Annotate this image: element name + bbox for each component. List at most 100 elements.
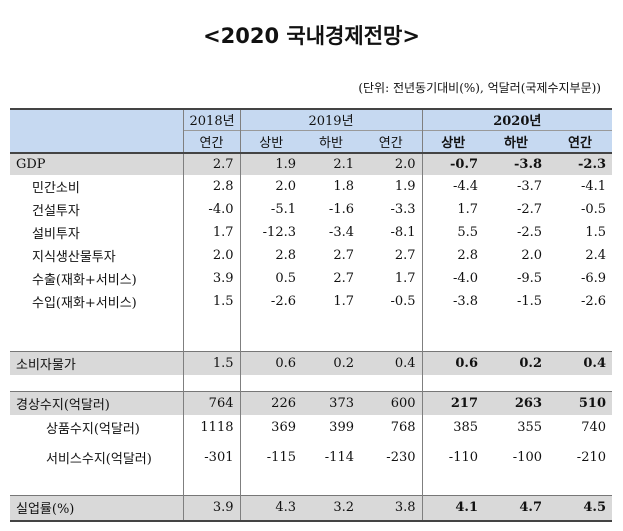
cell: 2.7: [333, 271, 354, 286]
table-row-goods-balance: 상품수지(억달러) 1118 369 399 768 385 355 740: [10, 415, 612, 439]
row-label: 실업률(%): [16, 502, 75, 518]
table-row-current-account: 경상수지(억달러) 764 226 373 600 217 263 510: [10, 391, 613, 415]
cell: -4.0: [421, 267, 485, 290]
row-label: 수입(재화+서비스): [32, 296, 137, 311]
cell: -3.8: [514, 157, 543, 172]
header-col-4: 연간: [360, 129, 423, 153]
header-year-row: 2018년 2019년 2020년: [10, 109, 613, 153]
cell: -4.0: [182, 198, 240, 221]
cell: 0.4: [583, 355, 607, 371]
cell: -8.1: [390, 225, 416, 240]
cell: -6.9: [580, 271, 607, 286]
unit-note: (단위: 전년동기대비(%), 억달러(국제수지부문)): [358, 81, 601, 95]
cell: -2.5: [516, 225, 543, 240]
table-row-gdp: GDP 2.7 1.9 2.1 2.0 -0.7 -3.8 -2.3: [10, 153, 613, 175]
header-col-2: 상반: [239, 129, 302, 153]
header-col-3: 하반: [302, 129, 360, 153]
cell: 2.0: [239, 175, 302, 198]
row-label: 상품수지(억달러): [46, 421, 140, 437]
cell: 373: [329, 395, 354, 411]
cell: 1.5: [585, 225, 607, 240]
cell: 2.7: [333, 248, 354, 263]
cell: 226: [239, 391, 302, 415]
row-label: 수출(재화+서비스): [32, 273, 137, 288]
cell: -0.5: [390, 294, 416, 309]
header-2019: 2019년: [239, 109, 423, 130]
cell: 4.3: [239, 495, 302, 521]
cell: 764: [182, 391, 240, 415]
cell: -0.5: [580, 202, 607, 217]
cell: 1.7: [182, 221, 240, 244]
header-2018: 2018년: [182, 109, 240, 130]
cell: 1118: [182, 415, 240, 439]
cell: -9.5: [516, 271, 543, 286]
cell: 600: [390, 395, 416, 411]
row-label: 건설투자: [32, 204, 80, 219]
cell: -1.6: [328, 202, 354, 217]
cell: 1.7: [394, 271, 416, 286]
cell: -3.8: [421, 290, 485, 313]
cell: 399: [329, 419, 354, 435]
cell: 5.5: [421, 221, 485, 244]
header-col-5: 상반: [421, 129, 485, 153]
cell: 1.9: [239, 153, 302, 175]
cell: 385: [421, 415, 485, 439]
cell: -3.7: [516, 179, 543, 194]
cell: 355: [517, 419, 543, 435]
cell: 1.9: [394, 179, 416, 194]
spacer-row: [10, 313, 612, 351]
cell: 1.5: [182, 351, 240, 375]
cell: -2.6: [239, 290, 302, 313]
table-row-equipment: 설비투자 1.7 -12.3 -3.4 -8.1 5.5 -2.5 1.5: [10, 221, 612, 244]
cell: -230: [386, 449, 416, 465]
cell: -3.4: [328, 225, 354, 240]
cell: 217: [421, 391, 485, 415]
table-row-private-consumption: 민간소비 2.8 2.0 1.8 1.9 -4.4 -3.7 -4.1: [10, 175, 612, 198]
cell: -210: [576, 449, 607, 465]
cell: 4.1: [421, 495, 485, 521]
row-label: 경상수지(억달러): [16, 397, 110, 413]
cell: 3.2: [333, 500, 354, 516]
cell: 4.7: [519, 500, 543, 516]
cell: 2.0: [394, 157, 416, 172]
cell: 0.6: [421, 351, 485, 375]
cell: 263: [514, 395, 543, 411]
table-row-exports: 수출(재화+서비스) 3.9 0.5 2.7 1.7 -4.0 -9.5 -6.…: [10, 267, 612, 290]
cell: 0.2: [519, 355, 543, 371]
cell: -5.1: [239, 198, 302, 221]
economic-outlook-table: 2018년 2019년 2020년 연간 상반 하반 연간 상반 하반 연간 G…: [10, 108, 613, 522]
cell: -2.6: [580, 294, 607, 309]
table-row-ip-products: 지식생산물투자 2.0 2.8 2.7 2.7 2.8 2.0 2.4: [10, 244, 612, 267]
cell: 2.7: [182, 153, 240, 175]
cell: 0.2: [333, 355, 354, 371]
table-row-construction: 건설투자 -4.0 -5.1 -1.6 -3.3 1.7 -2.7 -0.5: [10, 198, 612, 221]
row-label: GDP: [16, 157, 46, 172]
cell: -4.4: [421, 175, 485, 198]
cell: 0.5: [239, 267, 302, 290]
cell: -114: [324, 449, 354, 465]
header-col-1: 연간: [182, 129, 240, 153]
table-row-cpi: 소비자물가 1.5 0.6 0.2 0.4 0.6 0.2 0.4: [10, 351, 613, 375]
cell: 1.5: [182, 290, 240, 313]
cell: 2.7: [394, 248, 416, 263]
cell: 2.8: [239, 244, 302, 267]
cell: 4.5: [583, 500, 607, 516]
cell: 2.4: [585, 248, 607, 263]
cell: -12.3: [239, 221, 302, 244]
cell: 369: [239, 415, 302, 439]
table-row-imports: 수입(재화+서비스) 1.5 -2.6 1.7 -0.5 -3.8 -1.5 -…: [10, 290, 612, 313]
cell: -301: [182, 439, 240, 475]
table-row-unemployment: 실업률(%) 3.9 4.3 3.2 3.8 4.1 4.7 4.5: [10, 495, 613, 521]
cell: 1.7: [421, 198, 485, 221]
cell: 2.1: [333, 157, 354, 172]
cell: 0.4: [394, 355, 416, 371]
row-label: 설비투자: [32, 227, 80, 242]
cell: -2.3: [578, 157, 607, 172]
cell: -1.5: [516, 294, 543, 309]
cell: -0.7: [421, 153, 485, 175]
cell: -4.1: [580, 179, 607, 194]
cell: 0.6: [239, 351, 302, 375]
cell: 740: [581, 419, 607, 435]
header-corner: [10, 109, 183, 153]
spacer-row: [10, 375, 612, 391]
